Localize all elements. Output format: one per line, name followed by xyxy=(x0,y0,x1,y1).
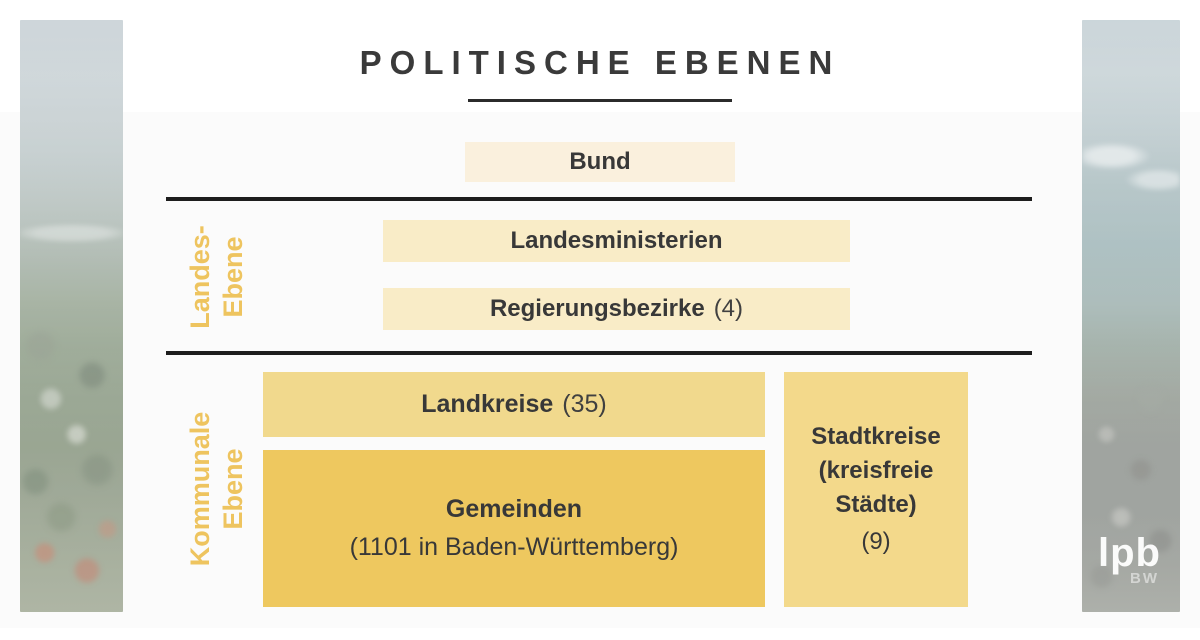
box-landesministerien-label: Landesministerien xyxy=(510,227,723,254)
logo-bw-text: BW xyxy=(1129,570,1159,587)
box-regierungsbezirke-label: Regierungsbezirke xyxy=(489,295,705,322)
aerial-photo-strip-left xyxy=(20,20,123,612)
side-label-kommunale-ebene: Kommunale Ebene xyxy=(184,412,250,567)
title-underline xyxy=(468,99,732,102)
side-label-line: Kommunale xyxy=(185,411,215,567)
box-gemeinden-label: Gemeinden xyxy=(445,495,583,523)
photo-haze-overlay xyxy=(20,20,123,612)
page-title: POLITISCHE EBENEN xyxy=(359,44,841,81)
box-landkreise: Landkreise (35) xyxy=(263,372,765,437)
box-regierungsbezirke: Regierungsbezirke (4) xyxy=(383,288,850,330)
box-gemeinden: Gemeinden (1101 in Baden-Württemberg) xyxy=(263,450,765,607)
box-bund: Bund xyxy=(465,142,735,182)
box-landkreise-count: (35) xyxy=(562,390,607,418)
box-stadtkreise: Stadtkreise (kreisfreie Städte) (9) xyxy=(784,372,968,607)
photo-detail-layer xyxy=(20,20,123,612)
box-stadtkreise-line1: Stadtkreise xyxy=(811,423,941,450)
photo-detail-layer xyxy=(1082,20,1180,612)
box-stadtkreise-line2: (kreisfreie xyxy=(818,457,934,484)
divider-landes-kommunal xyxy=(166,351,1032,355)
box-bund-label: Bund xyxy=(569,148,631,175)
aerial-photo-strip-right: lpb BW xyxy=(1082,20,1180,612)
side-label-landes-ebene: Landes- Ebene xyxy=(184,225,250,329)
box-landesministerien: Landesministerien xyxy=(383,220,850,262)
box-landkreise-label: Landkreise xyxy=(421,390,554,418)
box-stadtkreise-count: (9) xyxy=(861,528,891,555)
divider-bund-landes xyxy=(166,197,1032,201)
box-regierungsbezirke-count: (4) xyxy=(713,295,744,322)
side-label-line: Ebene xyxy=(218,236,248,318)
side-label-line: Landes- xyxy=(185,225,215,329)
logo-lpb-text: lpb xyxy=(1098,531,1161,575)
side-label-line: Ebene xyxy=(218,448,248,530)
photo-haze-overlay xyxy=(1082,20,1180,612)
lpb-bw-logo: lpb BW xyxy=(1098,533,1161,586)
box-gemeinden-subtext: (1101 in Baden-Württemberg) xyxy=(349,533,679,561)
box-stadtkreise-line3: Städte) xyxy=(835,491,917,518)
